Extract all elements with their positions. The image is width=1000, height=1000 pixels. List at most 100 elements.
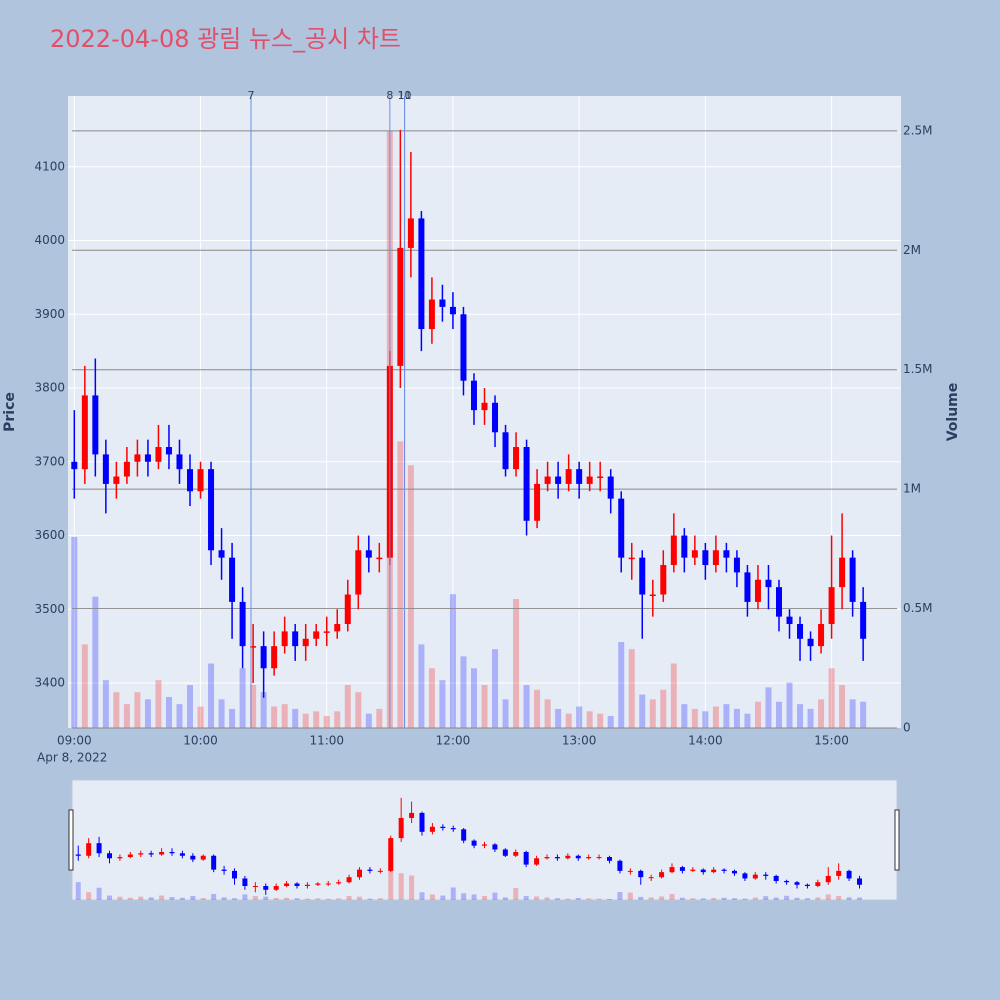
candle-body [239, 601, 246, 647]
candle-body [355, 550, 362, 595]
volume-bar [649, 699, 656, 728]
slider-candle-body [554, 857, 560, 859]
candle-body [313, 631, 320, 639]
y2-tick-label: 0 [903, 721, 911, 735]
volume-bar [733, 708, 740, 728]
candle-body [807, 638, 814, 647]
candle-body [229, 557, 236, 602]
slider-candle-body [242, 878, 248, 887]
slider-volume-bar [211, 893, 217, 900]
slider-volume-bar [669, 893, 675, 900]
slider-candle-body [159, 851, 165, 855]
slider-candle-body [742, 873, 748, 879]
volume-bar [187, 685, 194, 728]
slider-volume-bar [357, 896, 362, 900]
slider-volume-bar [179, 897, 185, 900]
volume-bar [775, 701, 782, 728]
slider-volume-bar [377, 898, 383, 900]
slider-volume-bar [252, 895, 258, 900]
slider-volume-bar [461, 893, 467, 900]
volume-bar [534, 689, 541, 728]
slider-candle-body [117, 857, 123, 859]
y-tick-label: 3800 [34, 381, 65, 395]
candle-body [323, 631, 330, 633]
candle-body [365, 550, 372, 558]
candle-body [691, 550, 698, 558]
slider-volume-bar [513, 887, 519, 900]
slider-candle-body [388, 838, 394, 871]
volume-bar [702, 711, 709, 728]
volume-bar [818, 699, 825, 728]
slider-candle-body [429, 826, 435, 832]
slider-volume-bar [784, 895, 790, 900]
slider-candle-body [752, 874, 758, 879]
slider-candle-body [773, 875, 779, 881]
volume-bar [597, 713, 604, 728]
slider-candle-body [461, 829, 467, 841]
volume-bar [555, 708, 562, 728]
candle-body [302, 638, 309, 647]
slider-volume-bar [648, 897, 654, 900]
candle-body [407, 218, 414, 248]
y-tick-label: 3600 [34, 528, 65, 542]
slider-candle-body [211, 855, 217, 870]
slider-candle-body [690, 869, 696, 871]
slider-candle-body [721, 869, 727, 871]
slider-volume-bar [221, 897, 227, 900]
slider-volume-bar [565, 898, 571, 900]
slider-volume-bar [263, 896, 269, 900]
volume-bar [744, 713, 751, 728]
range-handle[interactable] [894, 809, 900, 871]
slider-volume-bar [721, 897, 727, 900]
volume-bar [355, 692, 362, 728]
candle-body [586, 476, 593, 484]
slider-candle-body [440, 826, 446, 829]
candle-body [670, 535, 677, 566]
candle-body [176, 454, 183, 470]
slider-volume-bar [836, 895, 842, 900]
candle-body [818, 624, 825, 647]
slider-candle-body [263, 886, 269, 890]
slider-volume-bar [815, 897, 821, 900]
candle-body [92, 395, 99, 455]
slider-volume-bar [409, 875, 415, 900]
candle-body [208, 469, 215, 551]
candle-body [544, 476, 551, 484]
slider-candle-body [492, 844, 498, 850]
slider-candle-body [825, 875, 831, 883]
volume-bar [670, 663, 677, 728]
slider-candle-body [711, 869, 717, 873]
volume-bar [481, 685, 488, 728]
slider-candle-body [659, 872, 665, 878]
annotation-label: 8 [386, 89, 393, 102]
volume-bar [197, 706, 204, 728]
candle-body [681, 535, 688, 558]
candle-body [849, 557, 856, 602]
range-handle[interactable] [68, 809, 74, 871]
slider-volume-bar [315, 898, 321, 900]
slider-volume-bar [367, 898, 373, 900]
slider-candle-body [502, 849, 508, 856]
slider-candle-body [127, 854, 133, 858]
slider-volume-bar [419, 892, 425, 900]
volume-bar [260, 692, 267, 728]
slider-volume-bar [690, 898, 696, 900]
candle-body [502, 432, 509, 470]
volume-bar [334, 711, 341, 728]
slider-volume-bar [679, 897, 685, 900]
slider-volume-bar [346, 895, 352, 900]
slider-volume-bar [617, 891, 623, 900]
slider-candle-body [784, 880, 790, 883]
candle-body [250, 646, 257, 648]
slider-candle-body [575, 855, 581, 859]
y-axis-title: Price [2, 392, 18, 432]
candle-body [418, 218, 425, 330]
slider-candle-body [513, 851, 519, 856]
slider-candle-body [336, 882, 342, 884]
y2-axis-title: Volume [945, 383, 961, 442]
slider-volume-bar [659, 896, 665, 900]
slider-candle-body [565, 855, 571, 859]
slider-volume-bar [138, 896, 144, 900]
volume-bar [754, 701, 761, 728]
